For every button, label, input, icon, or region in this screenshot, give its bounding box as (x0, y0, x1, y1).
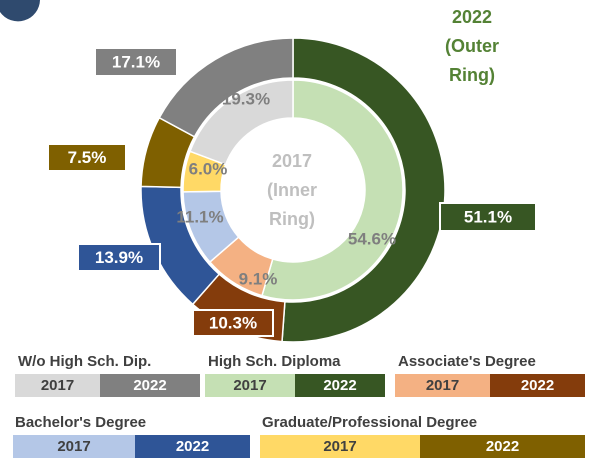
legend-swatch (490, 374, 585, 397)
legend-year: 2017 (426, 377, 459, 394)
outer-label-box (77, 243, 161, 272)
legend-swatch (205, 374, 295, 397)
legend-swatch (100, 374, 200, 397)
legend-year: 2022 (133, 377, 166, 394)
legend-year: 2017 (323, 438, 356, 455)
legend-label: W/o High Sch. Dip. (18, 353, 151, 370)
inner-value-label: 6.0% (189, 159, 228, 178)
outer-ring-title: Ring) (449, 65, 495, 85)
legend-year: 2022 (521, 377, 554, 394)
outer-label-box (439, 202, 537, 232)
donut-segment (189, 79, 294, 166)
outer-ring-title: 2022 (452, 7, 492, 27)
outer-value-label: 13.9% (95, 248, 143, 267)
legend-label: Associate's Degree (398, 353, 536, 370)
outer-label-box (94, 47, 178, 77)
outer-value-label: 7.5% (68, 148, 107, 167)
legend-year: 2022 (486, 438, 519, 455)
inner-ring-title: 2017 (272, 151, 312, 171)
outer-value-label: 17.1% (112, 52, 160, 71)
legend-year: 2017 (41, 377, 74, 394)
legend-swatch (420, 435, 585, 458)
outer-value-label: 10.3% (209, 313, 257, 332)
legend-year: 2022 (323, 377, 356, 394)
legend-swatch (13, 435, 135, 458)
inner-value-label: 11.1% (176, 207, 223, 226)
legend-swatch (135, 435, 250, 458)
legend-year: 2017 (57, 438, 90, 455)
legend-label: Graduate/Professional Degree (262, 414, 477, 431)
legend-year: 2017 (233, 377, 266, 394)
donut-segment (261, 79, 404, 301)
donut-segment (281, 37, 446, 343)
legend-swatch (295, 374, 385, 397)
inner-value-label: 54.6% (348, 229, 396, 248)
outer-ring-title: (Outer (445, 36, 499, 56)
inner-ring-title: Ring) (269, 209, 315, 229)
legend-year: 2022 (176, 438, 209, 455)
legend-swatch (15, 374, 100, 397)
legend-swatch (260, 435, 420, 458)
outer-label-box (192, 309, 274, 337)
inner-value-label: 19.3% (222, 89, 270, 108)
outer-label-box (47, 143, 127, 172)
corner-decoration (0, 0, 40, 22)
legend-swatch (395, 374, 490, 397)
outer-value-label: 51.1% (464, 207, 512, 226)
legend-label: High Sch. Diploma (208, 353, 341, 370)
inner-value-label: 9.1% (239, 269, 278, 288)
inner-ring-title: (Inner (267, 180, 317, 200)
donut-segment (158, 37, 294, 138)
legend-label: Bachelor's Degree (15, 414, 146, 431)
